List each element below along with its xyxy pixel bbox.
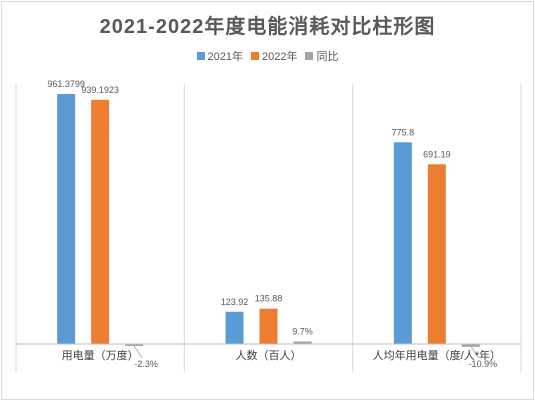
legend-item-0: 2021年: [196, 48, 243, 64]
legend-swatch: [196, 52, 205, 60]
legend: 2021年 2022年 同比: [2, 48, 533, 64]
category-label-2: 人均年用电量（度/人*年）: [373, 348, 501, 362]
data-label-0-2: 775.8: [392, 127, 415, 137]
bar-0-1: [225, 311, 244, 344]
data-label-2-2: -10.9%: [469, 359, 498, 369]
legend-item-1: 2022年: [251, 48, 297, 64]
legend-label: 同比: [316, 51, 339, 63]
data-label-0-0: 961.3799: [47, 79, 85, 89]
data-label-1-0: 939.1923: [81, 85, 119, 95]
data-label-2-1: 9.7%: [292, 326, 313, 336]
data-label-2-0: -2.3%: [134, 359, 158, 369]
legend-swatch: [305, 52, 314, 60]
category-label-0: 用电量（万度）: [62, 348, 139, 362]
legend-item-2: 同比: [305, 48, 338, 64]
bar-2-2: [461, 344, 480, 347]
bar-2-0: [125, 344, 144, 346]
legend-swatch: [251, 52, 259, 60]
category-label-1: 人数（百人）: [236, 349, 302, 362]
data-label-1-1: 135.88: [255, 294, 283, 304]
legend-label: 2021年: [207, 51, 243, 63]
bar-2-1: [293, 341, 312, 344]
chart-title: 2021-2022年度电能消耗对比柱形图: [99, 16, 436, 38]
legend-label: 2022年: [262, 51, 298, 63]
bar-0-0: [57, 94, 76, 344]
bar-1-0: [91, 99, 110, 345]
bar-0-2: [393, 142, 412, 344]
data-label-1-2: 691.19: [423, 149, 451, 159]
data-label-0-1: 123.92: [221, 297, 249, 307]
bar-1-2: [427, 164, 446, 344]
bar-1-1: [259, 308, 278, 344]
label-leader-2-0: [133, 345, 143, 359]
label-leader-2-2: [470, 345, 480, 359]
